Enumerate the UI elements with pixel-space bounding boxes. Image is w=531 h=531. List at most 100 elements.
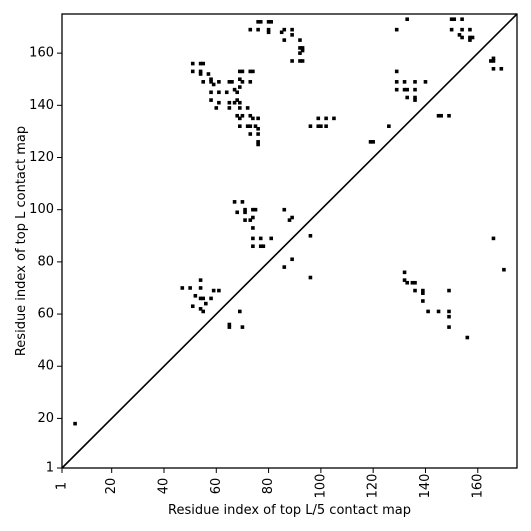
- contact-point: [371, 140, 375, 144]
- contact-point: [287, 218, 292, 222]
- contact-point: [324, 116, 328, 121]
- contact-point: [238, 309, 242, 314]
- contact-point: [439, 113, 443, 118]
- contact-point: [248, 124, 253, 128]
- y-tick-label: 80: [37, 254, 54, 269]
- contact-point: [413, 98, 417, 102]
- contact-point: [190, 61, 195, 66]
- contact-point: [402, 270, 407, 275]
- contact-point: [240, 325, 245, 329]
- contact-point: [282, 38, 287, 42]
- contact-point: [290, 27, 294, 32]
- contact-point: [251, 236, 255, 241]
- contact-point: [502, 267, 506, 272]
- diagonal-line: [61, 13, 518, 469]
- contact-point: [193, 293, 198, 298]
- contact-point: [201, 61, 206, 66]
- contact-point: [368, 140, 373, 144]
- contact-point: [499, 66, 504, 71]
- contact-point: [224, 90, 229, 95]
- contact-point: [269, 236, 273, 241]
- contact-point: [206, 72, 211, 76]
- contact-point: [198, 72, 203, 76]
- contact-point: [240, 69, 245, 74]
- contact-point: [235, 113, 240, 118]
- contact-point: [243, 207, 247, 212]
- x-tick-label: 60: [209, 478, 224, 495]
- contact-point: [402, 278, 407, 282]
- contact-point: [298, 46, 302, 50]
- contact-point: [248, 80, 253, 84]
- x-tick-label: 20: [104, 478, 119, 495]
- contact-point: [217, 80, 221, 84]
- contact-point: [436, 309, 441, 314]
- contact-point: [251, 116, 255, 121]
- contact-point: [201, 309, 206, 314]
- contact-point: [308, 275, 313, 280]
- contact-point: [468, 35, 472, 40]
- contact-point: [413, 80, 417, 84]
- contact-point: [491, 236, 496, 241]
- contact-point: [447, 288, 451, 293]
- contact-point: [201, 80, 206, 84]
- contact-point: [290, 33, 294, 37]
- contact-point: [413, 87, 417, 92]
- contact-point: [235, 98, 240, 102]
- contact-point: [421, 299, 425, 303]
- y-tick-label: 140: [29, 98, 54, 113]
- contact-point: [253, 124, 258, 128]
- contact-point: [282, 207, 287, 212]
- contact-point: [238, 116, 242, 121]
- contact-point: [394, 69, 399, 74]
- x-axis-ticks: 1 20 40 60 80 100 120 140 160: [55, 468, 485, 499]
- contact-point: [316, 116, 321, 121]
- contact-point: [300, 59, 305, 63]
- contact-point: [290, 257, 294, 262]
- contact-point: [209, 80, 213, 84]
- contact-point: [491, 56, 496, 61]
- contact-point: [468, 27, 472, 32]
- contact-point: [421, 291, 425, 295]
- contact-point: [238, 106, 242, 110]
- y-tick-label: 160: [29, 46, 54, 61]
- contact-point: [251, 69, 255, 74]
- contact-point: [238, 69, 242, 74]
- contact-point: [248, 218, 253, 222]
- contact-point: [248, 69, 253, 74]
- y-tick-label: 40: [37, 359, 54, 374]
- contact-point: [198, 307, 203, 311]
- contact-point: [460, 35, 464, 40]
- contact-point: [460, 17, 464, 22]
- contact-point: [248, 132, 253, 136]
- contact-point: [282, 265, 287, 269]
- y-tick-label: 1: [46, 461, 54, 476]
- x-tick-label: 1: [55, 482, 70, 490]
- contact-point: [227, 80, 232, 84]
- contact-point: [238, 77, 242, 82]
- contact-point: [256, 140, 260, 144]
- contact-point: [251, 215, 255, 220]
- contact-point: [240, 113, 245, 118]
- contact-point: [232, 100, 237, 105]
- contact-point: [256, 127, 260, 131]
- contact-point: [394, 27, 399, 32]
- contact-point: [256, 132, 260, 136]
- contact-point: [188, 286, 192, 290]
- y-tick-label: 20: [37, 411, 54, 426]
- contact-point: [248, 113, 253, 118]
- contact-point: [447, 309, 451, 314]
- contact-point: [232, 200, 237, 204]
- contact-point: [447, 325, 451, 329]
- contact-point: [217, 288, 221, 293]
- x-tick-label: 100: [313, 474, 328, 499]
- contact-point: [248, 27, 253, 32]
- contact-point: [332, 116, 336, 121]
- contact-point: [227, 322, 232, 327]
- contact-point: [235, 210, 240, 215]
- contact-point: [258, 236, 263, 241]
- contact-point: [209, 77, 213, 82]
- contact-point: [253, 207, 258, 212]
- contact-point: [402, 80, 407, 84]
- contact-point: [243, 218, 247, 222]
